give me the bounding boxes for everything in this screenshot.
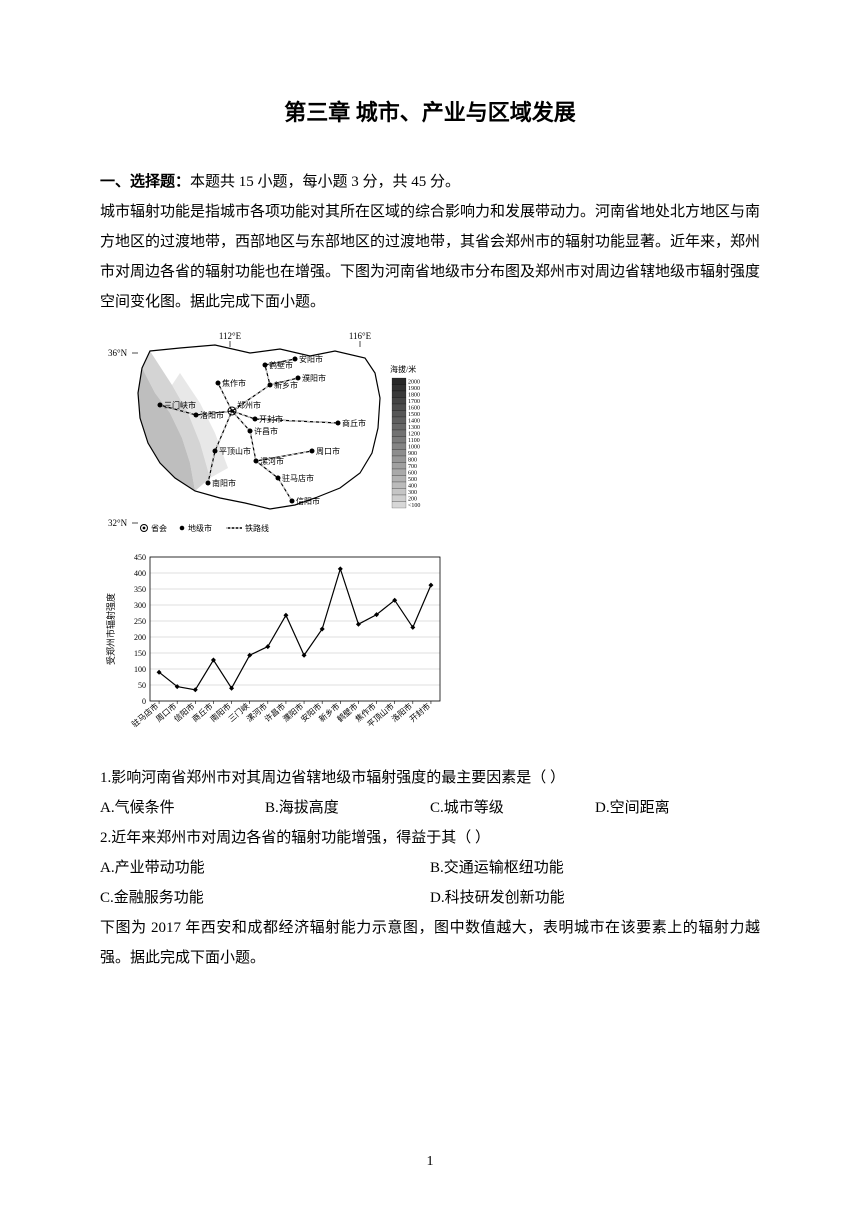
q2-option-a: A.产业带动功能	[100, 853, 430, 883]
svg-text:三门峡市: 三门峡市	[164, 400, 196, 410]
svg-text:350: 350	[134, 585, 146, 594]
radiation-line-chart: 050100150200250300350400450受郑州市辐射强度驻马店市周…	[100, 549, 450, 759]
map-figure: 112°E 116°E 36°N 32°N 安阳市鹤壁市濮阳市新乡市 焦作市三门峡市洛阳市…	[100, 323, 760, 543]
svg-text:<100: <100	[408, 503, 420, 509]
q1-stem: 1.影响河南省郑州市对其周边省辖地级市辐射强度的最主要因素是（ ）	[100, 763, 760, 793]
svg-text:地级市: 地级市	[188, 523, 212, 533]
svg-text:700: 700	[408, 464, 417, 470]
svg-text:平顶山市: 平顶山市	[219, 446, 251, 456]
svg-text:116°E: 116°E	[349, 331, 372, 341]
svg-text:驻马店市: 驻马店市	[282, 473, 314, 483]
svg-text:32°N: 32°N	[108, 518, 128, 528]
section-label-bold: 一、选择题：	[100, 174, 190, 190]
svg-text:南阳市: 南阳市	[212, 478, 236, 488]
svg-text:商丘市: 商丘市	[342, 418, 366, 428]
q1-option-d: D.空间距离	[595, 793, 760, 823]
svg-text:1200: 1200	[408, 432, 420, 438]
q1-option-b: B.海拔高度	[265, 793, 430, 823]
q2-stem: 2.近年来郑州市对周边各省的辐射功能增强，得益于其（ ）	[100, 823, 760, 853]
svg-text:铁路线: 铁路线	[245, 523, 269, 533]
svg-text:安阳市: 安阳市	[299, 354, 323, 364]
svg-text:50: 50	[138, 681, 146, 690]
svg-text:500: 500	[408, 477, 417, 483]
svg-text:信阳市: 信阳市	[296, 496, 320, 506]
q2-options: A.产业带动功能 B.交通运输枢纽功能 C.金融服务功能 D.科技研发创新功能	[100, 853, 760, 913]
svg-text:300: 300	[134, 601, 146, 610]
svg-text:洛阳市: 洛阳市	[200, 410, 224, 420]
svg-text:450: 450	[134, 553, 146, 562]
svg-text:开封市: 开封市	[259, 414, 283, 424]
svg-text:受郑州市辐射强度: 受郑州市辐射强度	[105, 593, 116, 665]
svg-text:1900: 1900	[408, 386, 420, 392]
svg-text:900: 900	[408, 451, 417, 457]
svg-text:1800: 1800	[408, 393, 420, 399]
svg-text:100: 100	[134, 665, 146, 674]
svg-text:开封市: 开封市	[407, 701, 432, 724]
section-header: 一、选择题：本题共 15 小题，每小题 3 分，共 45 分。	[100, 167, 760, 197]
svg-text:200: 200	[134, 633, 146, 642]
page-title: 第三章 城市、产业与区域发展	[100, 95, 760, 127]
passage-2: 下图为 2017 年西安和成都经济辐射能力示意图，图中数值越大，表明城市在该要素…	[100, 913, 760, 973]
svg-text:400: 400	[134, 569, 146, 578]
svg-text:300: 300	[408, 490, 417, 496]
svg-text:800: 800	[408, 458, 417, 464]
svg-text:1700: 1700	[408, 399, 420, 405]
svg-text:36°N: 36°N	[108, 348, 128, 358]
page-number: 1	[0, 1154, 860, 1170]
q1-option-c: C.城市等级	[430, 793, 595, 823]
svg-text:600: 600	[408, 471, 417, 477]
svg-text:许昌市: 许昌市	[254, 426, 278, 436]
svg-text:漯河市: 漯河市	[260, 456, 284, 466]
q2-option-b: B.交通运输枢纽功能	[430, 853, 760, 883]
svg-text:郑州市: 郑州市	[237, 400, 261, 410]
svg-text:焦作市: 焦作市	[222, 378, 246, 388]
svg-text:2000: 2000	[408, 380, 420, 386]
svg-text:海拔/米: 海拔/米	[390, 364, 416, 374]
svg-text:200: 200	[408, 497, 417, 503]
q1-options: A.气候条件 B.海拔高度 C.城市等级 D.空间距离	[100, 793, 760, 823]
svg-text:150: 150	[134, 649, 146, 658]
svg-text:1600: 1600	[408, 406, 420, 412]
svg-text:1500: 1500	[408, 412, 420, 418]
svg-text:周口市: 周口市	[316, 446, 340, 456]
henan-map: 112°E 116°E 36°N 32°N 安阳市鹤壁市濮阳市新乡市 焦作市三门峡市洛阳市…	[100, 323, 440, 543]
q2-option-d: D.科技研发创新功能	[430, 883, 760, 913]
q1-option-a: A.气候条件	[100, 793, 265, 823]
svg-text:250: 250	[134, 617, 146, 626]
section-label-rest: 本题共 15 小题，每小题 3 分，共 45 分。	[190, 174, 460, 190]
svg-text:鹤壁市: 鹤壁市	[269, 360, 293, 370]
svg-text:1400: 1400	[408, 419, 420, 425]
svg-text:400: 400	[408, 484, 417, 490]
svg-text:濮阳市: 濮阳市	[302, 373, 326, 383]
svg-text:0: 0	[142, 697, 146, 706]
passage-1: 城市辐射功能是指城市各项功能对其所在区域的综合影响力和发展带动力。河南省地处北方…	[100, 197, 760, 317]
svg-text:1300: 1300	[408, 425, 420, 431]
svg-text:新乡市: 新乡市	[274, 380, 298, 390]
svg-text:1100: 1100	[408, 438, 420, 444]
svg-text:1000: 1000	[408, 445, 420, 451]
svg-text:省会: 省会	[151, 523, 167, 533]
svg-text:112°E: 112°E	[219, 331, 242, 341]
chart-figure: 050100150200250300350400450受郑州市辐射强度驻马店市周…	[100, 549, 760, 759]
q2-option-c: C.金融服务功能	[100, 883, 430, 913]
